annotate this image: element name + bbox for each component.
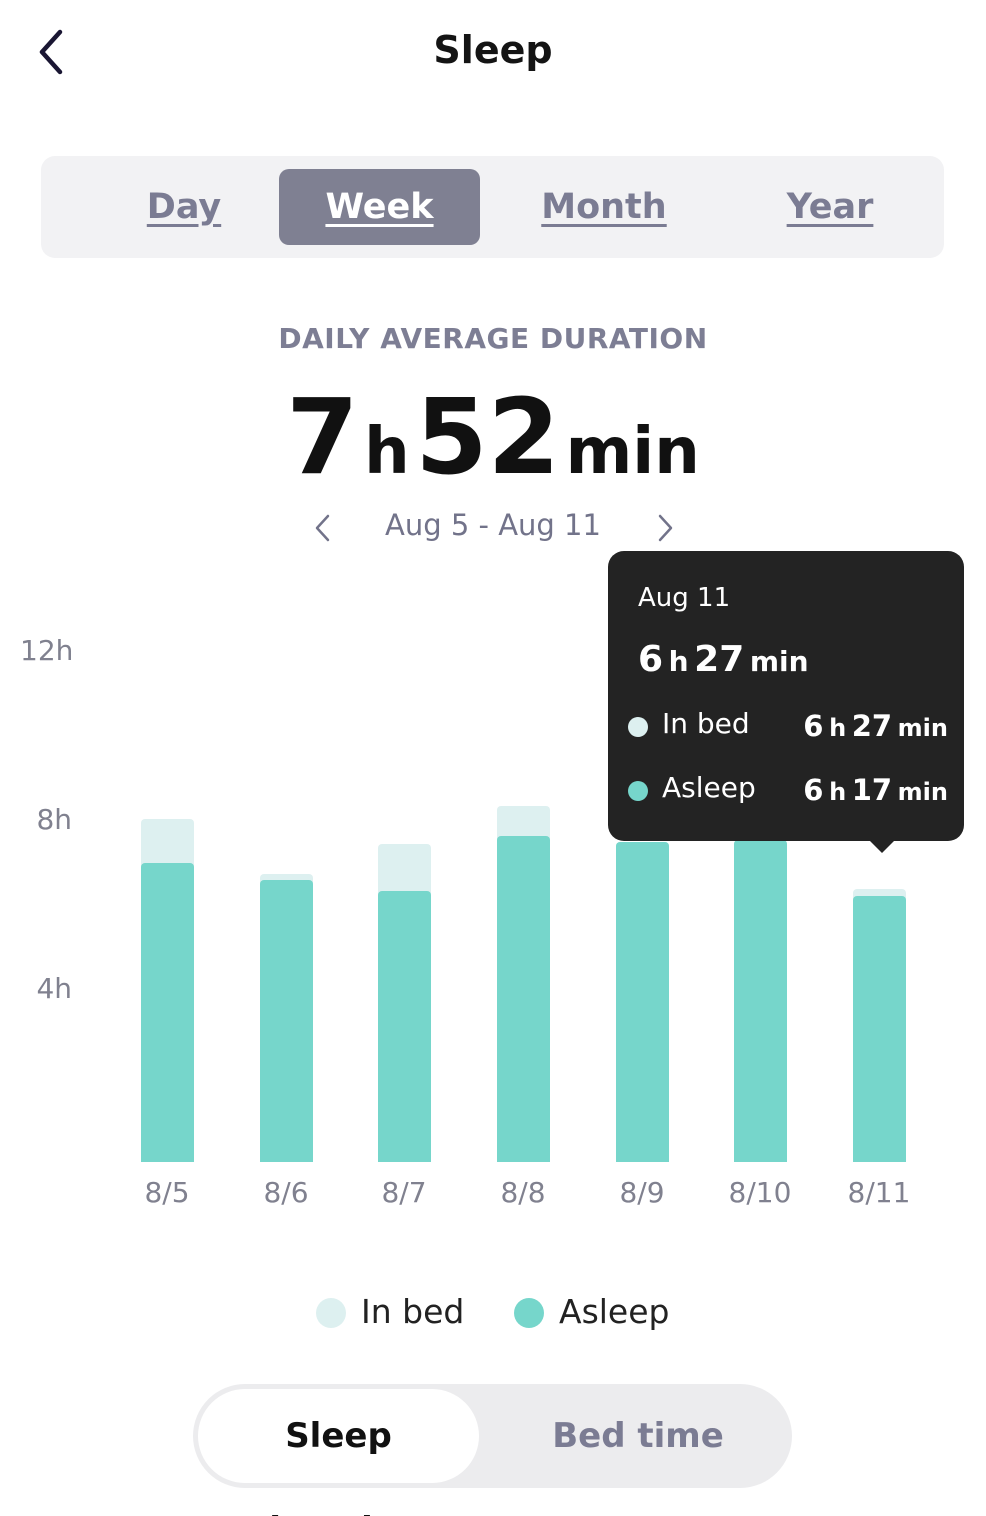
previous-range-button[interactable] (308, 510, 338, 546)
next-range-button[interactable] (650, 510, 680, 546)
tooltip-value-hours-unit: h (829, 714, 847, 742)
tooltip-row-value: 6 h 17 min (803, 773, 948, 807)
tooltip-row-value: 6 h 27 min (803, 709, 948, 743)
tooltip-date: Aug 11 (638, 583, 731, 613)
tab-week[interactable]: Week (279, 169, 480, 245)
x-tick-label: 8/10 (728, 1176, 792, 1209)
x-tick-label: 8/5 (144, 1176, 190, 1209)
asleep-bar[interactable] (259, 880, 313, 1162)
average-hours-unit: h (364, 415, 410, 489)
asleep-bar[interactable] (733, 839, 787, 1162)
legend-label: Asleep (559, 1292, 670, 1331)
average-minutes-unit: min (565, 415, 700, 489)
average-duration: 7 h 52 min (0, 376, 986, 498)
back-button[interactable] (30, 24, 78, 80)
tooltip-row-in-bed: In bed 6 h 27 min (628, 707, 948, 747)
x-tick-label: 8/11 (847, 1176, 911, 1209)
y-tick-label: 4h (36, 972, 72, 1005)
tooltip-total-hours-unit: h (668, 645, 689, 678)
chevron-right-icon (658, 514, 673, 542)
tooltip-value-hours: 6 (803, 709, 824, 743)
tooltip-total: 6 h 27 min (638, 639, 809, 680)
tab-year[interactable]: Year (786, 187, 874, 227)
bed-time-button[interactable]: Bed time (552, 1416, 724, 1456)
tooltip-row-asleep: Asleep 6 h 17 min (628, 771, 948, 811)
tooltip-value-minutes-unit: min (897, 714, 948, 742)
y-tick-label: 8h (36, 803, 72, 836)
date-range-text: Aug 5 - Aug 11 (385, 508, 601, 542)
asleep-dot-icon (514, 1298, 544, 1328)
legend-item-asleep: Asleep (514, 1292, 684, 1336)
asleep-bar[interactable] (496, 835, 550, 1162)
view-toggle: Sleep duration Bed time (193, 1384, 792, 1516)
tab-day[interactable]: Day (146, 187, 222, 227)
asleep-bar[interactable] (140, 863, 194, 1162)
chart-legend: In bed Asleep (0, 1292, 986, 1336)
chevron-left-icon (39, 29, 63, 75)
average-label: DAILY AVERAGE DURATION (278, 322, 708, 355)
x-tick-label: 8/9 (619, 1176, 665, 1209)
legend-label: In bed (361, 1292, 465, 1331)
x-tick-label: 8/8 (500, 1176, 546, 1209)
tooltip-value-minutes: 17 (851, 773, 893, 807)
tooltip-total-hours: 6 (638, 639, 664, 680)
x-tick-label: 8/7 (381, 1176, 427, 1209)
tooltip-value-minutes-unit: min (897, 778, 948, 806)
asleep-bar[interactable] (852, 895, 906, 1162)
average-minutes: 52 (415, 376, 561, 498)
day-detail-tooltip: Aug 11 6 h 27 min In bed 6 h 27 min Asle… (608, 551, 964, 853)
legend-item-in-bed: In bed (316, 1292, 476, 1336)
y-tick-label: 12h (20, 634, 74, 667)
tab-month[interactable]: Month (541, 187, 667, 227)
average-hours: 7 (286, 376, 359, 498)
x-tick-label: 8/6 (263, 1176, 309, 1209)
asleep-bar[interactable] (615, 841, 669, 1162)
period-segmented-control: Day Week Month Year (41, 156, 944, 258)
asleep-bar[interactable] (377, 890, 431, 1162)
page-title: Sleep (433, 28, 553, 72)
in-bed-dot-icon (316, 1298, 346, 1328)
date-range-navigator: Aug 5 - Aug 11 (0, 504, 986, 548)
asleep-dot-icon (628, 781, 648, 801)
tooltip-value-minutes: 27 (851, 709, 893, 743)
sleep-duration-button[interactable]: Sleep duration (198, 1389, 479, 1516)
tooltip-row-label: In bed (662, 707, 750, 740)
tooltip-value-hours-unit: h (829, 778, 847, 806)
tooltip-row-label: Asleep (662, 771, 756, 804)
tooltip-value-hours: 6 (803, 773, 824, 807)
tooltip-total-minutes-unit: min (749, 645, 809, 678)
chevron-left-icon (315, 514, 330, 542)
in-bed-dot-icon (628, 717, 648, 737)
tooltip-total-minutes: 27 (694, 639, 745, 680)
header: Sleep (0, 0, 986, 110)
